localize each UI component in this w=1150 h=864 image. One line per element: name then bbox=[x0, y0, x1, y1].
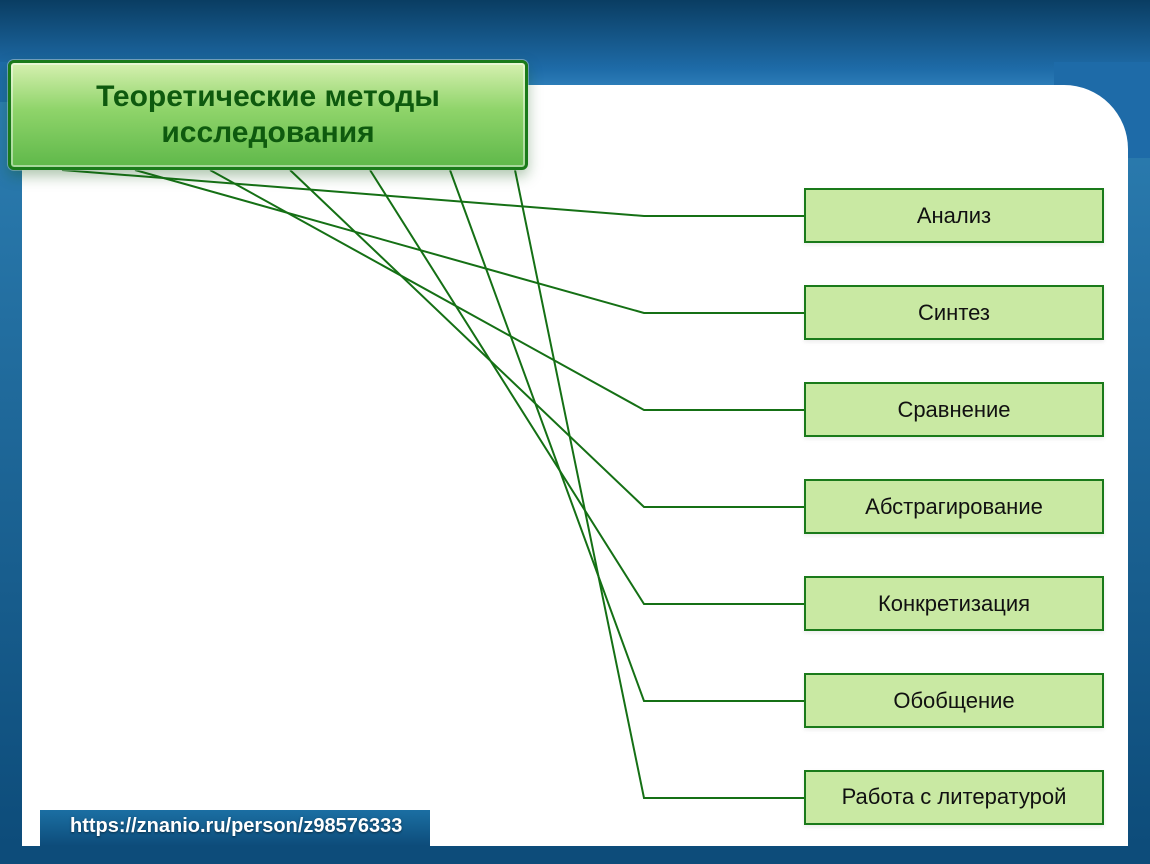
method-box-synthesis: Синтез bbox=[804, 285, 1104, 340]
source-url: https://znanio.ru/person/z98576333 bbox=[70, 815, 402, 838]
method-box-comparison: Сравнение bbox=[804, 382, 1104, 437]
method-box-literature: Работа с литературой bbox=[804, 770, 1104, 825]
slide-title-box: Теоретические методы исследования bbox=[8, 60, 528, 170]
slide-title: Теоретические методы исследования bbox=[11, 79, 525, 151]
method-box-concretization: Конкретизация bbox=[804, 576, 1104, 631]
method-box-generalization: Обобщение bbox=[804, 673, 1104, 728]
method-box-abstraction: Абстрагирование bbox=[804, 479, 1104, 534]
method-box-analysis: Анализ bbox=[804, 188, 1104, 243]
methods-column: Анализ Синтез Сравнение Абстрагирование … bbox=[804, 188, 1104, 825]
